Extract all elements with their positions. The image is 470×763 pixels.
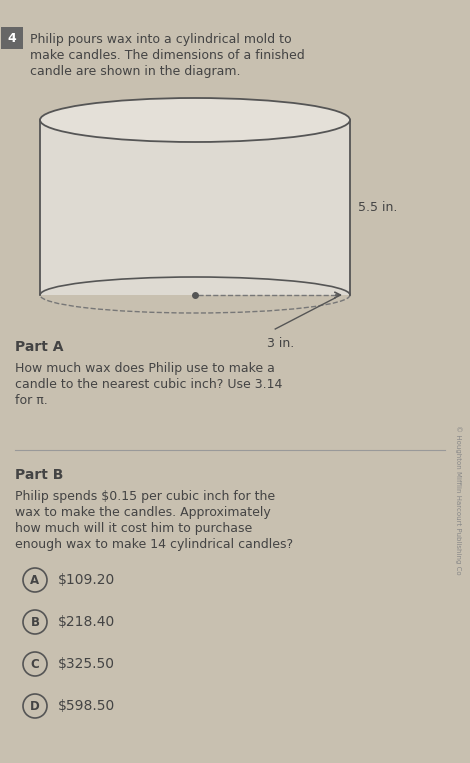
Text: Philip spends $0.15 per cubic inch for the: Philip spends $0.15 per cubic inch for t… — [15, 490, 275, 503]
Text: Part B: Part B — [15, 468, 63, 482]
Polygon shape — [40, 120, 350, 295]
FancyBboxPatch shape — [1, 27, 23, 49]
Text: How much wax does Philip use to make a: How much wax does Philip use to make a — [15, 362, 275, 375]
Text: wax to make the candles. Approximately: wax to make the candles. Approximately — [15, 506, 271, 519]
Text: Part A: Part A — [15, 340, 63, 354]
Text: $109.20: $109.20 — [58, 573, 115, 587]
Text: 3 in.: 3 in. — [266, 337, 294, 350]
Text: 5.5 in.: 5.5 in. — [358, 201, 397, 214]
Text: candle are shown in the diagram.: candle are shown in the diagram. — [30, 65, 241, 78]
Text: Philip pours wax into a cylindrical mold to: Philip pours wax into a cylindrical mold… — [30, 33, 291, 46]
Text: $218.40: $218.40 — [58, 615, 115, 629]
Text: C: C — [31, 658, 39, 671]
Text: enough wax to make 14 cylindrical candles?: enough wax to make 14 cylindrical candle… — [15, 538, 293, 551]
Ellipse shape — [40, 98, 350, 142]
Text: © Houghton Mifflin Harcourt Publishing Co: © Houghton Mifflin Harcourt Publishing C… — [454, 425, 462, 575]
Text: how much will it cost him to purchase: how much will it cost him to purchase — [15, 522, 252, 535]
Text: 4: 4 — [8, 31, 16, 44]
Text: D: D — [30, 700, 40, 713]
Text: B: B — [31, 616, 39, 629]
Text: make candles. The dimensions of a finished: make candles. The dimensions of a finish… — [30, 49, 305, 62]
Text: $598.50: $598.50 — [58, 699, 115, 713]
Text: for π.: for π. — [15, 394, 48, 407]
Text: candle to the nearest cubic inch? Use 3.14: candle to the nearest cubic inch? Use 3.… — [15, 378, 282, 391]
Text: $325.50: $325.50 — [58, 657, 115, 671]
Text: A: A — [31, 574, 39, 587]
